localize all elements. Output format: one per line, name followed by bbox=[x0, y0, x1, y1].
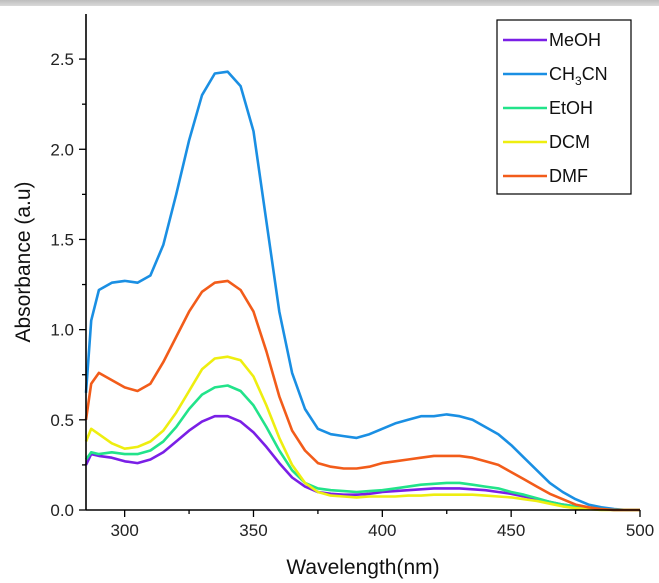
legend: MeOH CH3CN EtOH DCM DMF bbox=[496, 19, 632, 195]
y-tick-label: 2.5 bbox=[50, 50, 74, 69]
legend-label: DCM bbox=[549, 132, 590, 152]
series-line-dmf bbox=[84, 279, 640, 512]
legend-label: CH3CN bbox=[549, 64, 608, 88]
y-tick-label: 0.5 bbox=[50, 411, 74, 430]
legend-label: DMF bbox=[549, 166, 588, 186]
axes: 300 350 400 450 500 0.0 0.5 1.0 1.5 2.0 2.5 bbox=[50, 14, 654, 540]
legend-label: MeOH bbox=[549, 30, 601, 50]
y-axis-title: Absorbance (a.u) bbox=[12, 181, 35, 342]
x-tick-label: 450 bbox=[497, 521, 525, 540]
y-tick-label: 1.5 bbox=[50, 230, 74, 249]
x-tick-label: 400 bbox=[368, 521, 396, 540]
series-line-dcm bbox=[84, 355, 640, 512]
y-tick-label: 0.0 bbox=[50, 501, 74, 520]
series-line-ch3cn bbox=[84, 70, 640, 512]
series-line-etoh bbox=[84, 384, 640, 512]
x-axis-title: Wavelength(nm) bbox=[286, 556, 439, 579]
legend-label: EtOH bbox=[549, 98, 593, 118]
x-tick-label: 500 bbox=[626, 521, 654, 540]
x-tick-label: 300 bbox=[110, 521, 138, 540]
y-tick-label: 1.0 bbox=[50, 321, 74, 340]
x-tick-label: 350 bbox=[239, 521, 267, 540]
top-bar-decoration bbox=[0, 0, 659, 6]
y-tick-label: 2.0 bbox=[50, 140, 74, 159]
spectrum-curves bbox=[84, 70, 640, 512]
